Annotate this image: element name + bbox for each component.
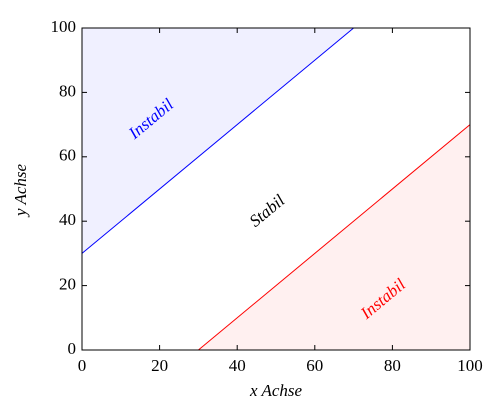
x-tick-label: 80 <box>384 356 401 375</box>
plot-frame <box>81 27 471 351</box>
y-tick-label: 80 <box>59 81 76 100</box>
y-tick-label: 60 <box>59 146 76 165</box>
x-tick-label: 100 <box>457 356 483 375</box>
x-tick-label: 0 <box>78 356 87 375</box>
line <box>198 124 471 351</box>
y-tick-label: 0 <box>68 339 77 358</box>
x-tick-label: 60 <box>306 356 323 375</box>
annotation: Stabil <box>246 191 289 231</box>
y-axis-label: y Achse <box>11 164 30 219</box>
line <box>81 27 354 254</box>
y-tick-label: 20 <box>59 275 76 294</box>
x-tick-label: 20 <box>151 356 168 375</box>
y-tick-label: 100 <box>51 17 77 36</box>
x-tick-label: 40 <box>229 356 246 375</box>
y-tick-label: 40 <box>59 210 76 229</box>
x-axis-label: x Achse <box>249 381 303 400</box>
